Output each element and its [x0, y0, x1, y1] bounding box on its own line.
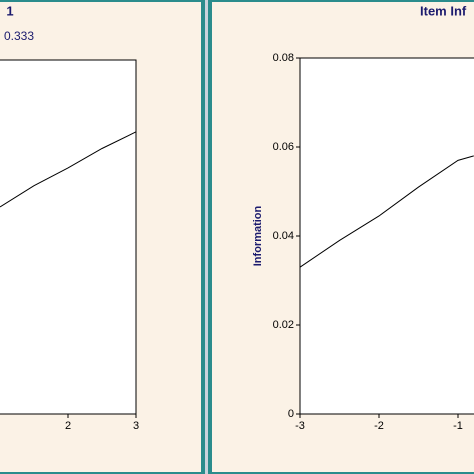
x-tick-label: -3: [295, 420, 305, 432]
y-tick-label: 0.04: [273, 230, 294, 242]
right-chart: Item Inf Information -3 -2 -1 0 0.02 0.04 0.06 0.…: [252, 3, 474, 432]
x-tick-label: -1: [453, 420, 463, 432]
data-line: [0, 131, 137, 208]
chart-title: 1: [6, 3, 13, 18]
x-tick-label: 3: [133, 420, 139, 432]
data-line: [299, 155, 474, 268]
y-tick-label: 0.08: [273, 52, 294, 64]
plot-area: [0, 59, 137, 415]
x-tick-label: 2: [65, 420, 71, 432]
y-tick-label: 0.06: [273, 141, 294, 153]
left-chart: 1 0.333 2 3: [0, 3, 139, 432]
x-tick-label: -2: [374, 420, 384, 432]
chart-subtitle: 0.333: [4, 29, 34, 43]
plot-area: [299, 57, 474, 415]
y-tick-label: 0: [288, 408, 294, 420]
y-tick-label: 0.02: [273, 319, 294, 331]
y-axis-label: Information: [252, 205, 264, 266]
chart-title: Item Inf: [420, 3, 467, 18]
